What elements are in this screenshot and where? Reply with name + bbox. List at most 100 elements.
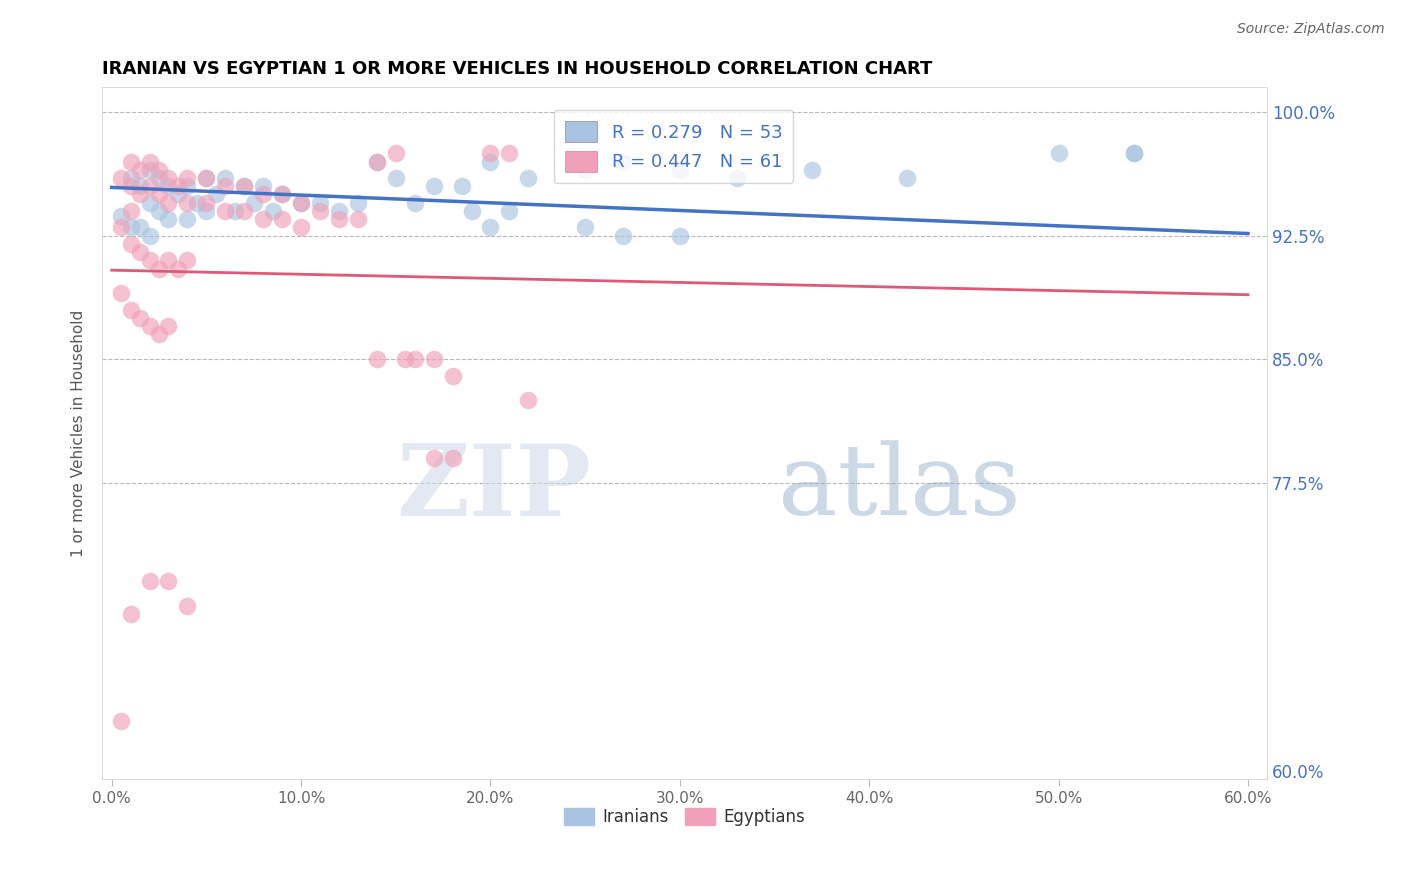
Point [252, 179, 274, 194]
Point [129, 162, 152, 177]
Point [176, 179, 198, 194]
Point [176, 195, 198, 210]
Point [110, 220, 132, 235]
Point [896, 171, 918, 186]
Point [290, 195, 312, 210]
Point [517, 393, 540, 408]
Point [271, 187, 294, 202]
Point [186, 195, 208, 210]
Point [479, 154, 502, 169]
Point [129, 310, 152, 325]
Point [148, 162, 170, 177]
Point [384, 146, 406, 161]
Point [120, 220, 142, 235]
Point [214, 204, 236, 219]
Point [110, 286, 132, 301]
Point [404, 195, 426, 210]
Point [498, 146, 520, 161]
Point [224, 204, 246, 219]
Point [157, 574, 180, 589]
Point [233, 179, 256, 194]
Point [138, 228, 160, 243]
Point [479, 146, 502, 161]
Point [138, 179, 160, 194]
Point [384, 171, 406, 186]
Text: IRANIAN VS EGYPTIAN 1 OR MORE VEHICLES IN HOUSEHOLD CORRELATION CHART: IRANIAN VS EGYPTIAN 1 OR MORE VEHICLES I… [103, 60, 932, 78]
Point [167, 187, 190, 202]
Point [366, 154, 388, 169]
Point [110, 171, 132, 186]
Point [328, 212, 350, 227]
Point [195, 195, 218, 210]
Point [110, 714, 132, 729]
Point [252, 212, 274, 227]
Point [148, 187, 170, 202]
Point [394, 352, 416, 367]
Point [725, 171, 748, 186]
Point [120, 171, 142, 186]
Point [1123, 146, 1146, 161]
Point [129, 179, 152, 194]
Point [422, 352, 444, 367]
Point [252, 187, 274, 202]
Point [120, 236, 142, 251]
Point [157, 171, 180, 186]
Point [612, 154, 634, 169]
Point [138, 195, 160, 210]
Point [347, 195, 370, 210]
Text: ZIP: ZIP [396, 440, 592, 537]
Point [157, 253, 180, 268]
Point [120, 607, 142, 622]
Point [167, 179, 190, 194]
Point [290, 220, 312, 235]
Point [148, 204, 170, 219]
Point [309, 204, 332, 219]
Point [157, 179, 180, 194]
Point [167, 261, 190, 276]
Point [498, 204, 520, 219]
Point [157, 319, 180, 334]
Point [138, 253, 160, 268]
Point [148, 261, 170, 276]
Point [120, 154, 142, 169]
Point [195, 171, 218, 186]
Point [612, 228, 634, 243]
Point [801, 162, 824, 177]
Point [138, 154, 160, 169]
Point [347, 212, 370, 227]
Point [1047, 146, 1070, 161]
Point [157, 212, 180, 227]
Point [290, 195, 312, 210]
Point [129, 245, 152, 260]
Point [157, 195, 180, 210]
Point [479, 220, 502, 235]
Point [328, 204, 350, 219]
Point [517, 171, 540, 186]
Point [129, 187, 152, 202]
Text: Source: ZipAtlas.com: Source: ZipAtlas.com [1237, 22, 1385, 37]
Point [233, 204, 256, 219]
Point [271, 187, 294, 202]
Point [120, 204, 142, 219]
Point [669, 228, 692, 243]
Point [404, 352, 426, 367]
Point [451, 179, 474, 194]
Point [242, 195, 264, 210]
Text: atlas: atlas [778, 441, 1021, 536]
Point [110, 209, 132, 223]
Point [574, 162, 596, 177]
Point [366, 154, 388, 169]
Point [138, 162, 160, 177]
Point [176, 212, 198, 227]
Point [138, 319, 160, 334]
Point [669, 162, 692, 177]
Point [148, 327, 170, 342]
Point [460, 204, 482, 219]
Point [262, 204, 284, 219]
Point [422, 179, 444, 194]
Point [195, 171, 218, 186]
Point [195, 204, 218, 219]
Legend: Iranians, Egyptians: Iranians, Egyptians [557, 801, 811, 833]
Point [271, 212, 294, 227]
Point [138, 574, 160, 589]
